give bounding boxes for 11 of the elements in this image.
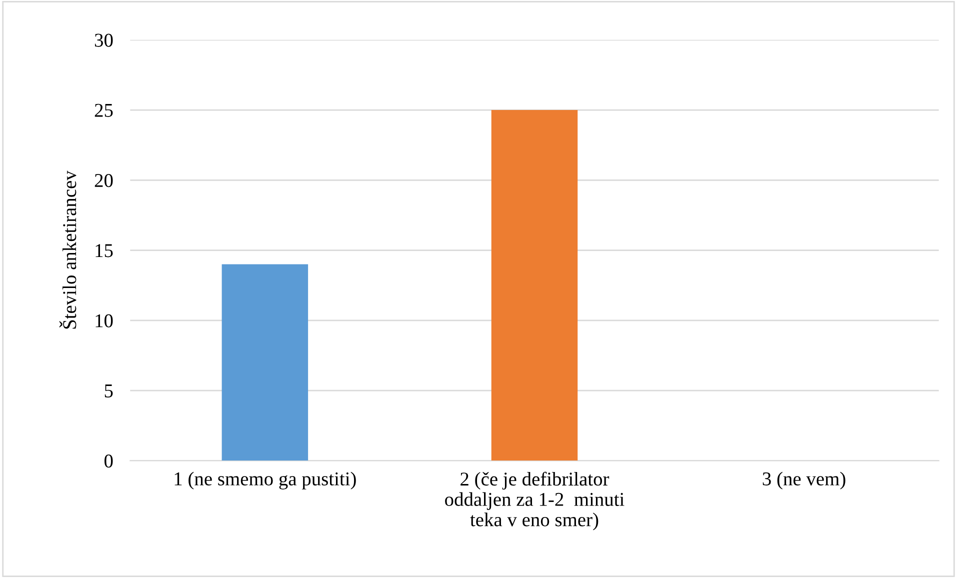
y-tick-label: 15 <box>96 244 113 258</box>
y-tick-label: 5 <box>104 384 113 398</box>
x-tick-label: 1 (ne smemo ga pustiti) <box>174 472 356 490</box>
y-tick-label: 10 <box>96 314 113 328</box>
y-axis-title: Število anketirancev <box>59 170 76 329</box>
x-tick-label: 2 (če je defibrilator oddaljen za 1-2 minuti teka v eno smer) <box>445 472 624 530</box>
y-tick-label: 20 <box>94 174 113 188</box>
y-tick-label: 25 <box>94 104 113 117</box>
y-tick-label: 0 <box>104 454 113 468</box>
x-tick-label: 3 (ne vem) <box>762 472 846 490</box>
y-tick-label: 30 <box>94 34 113 47</box>
